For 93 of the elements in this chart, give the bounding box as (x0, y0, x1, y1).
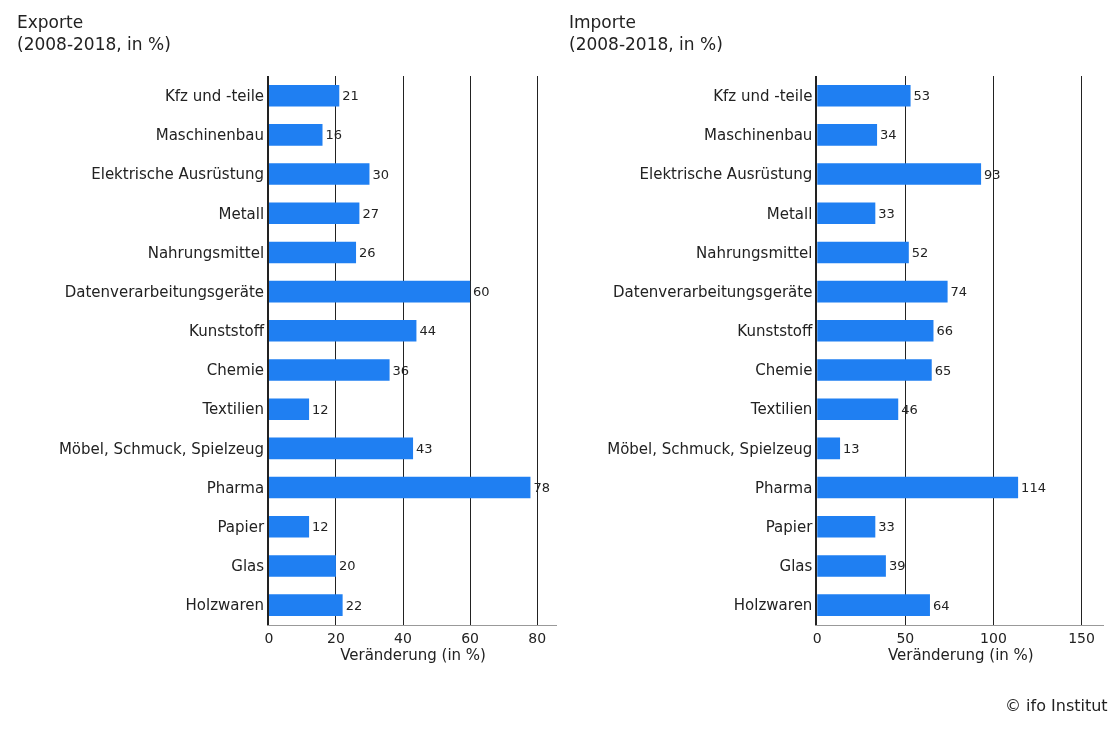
bar (817, 84, 911, 107)
bar (268, 437, 414, 460)
y-tick-label: Datenverarbeitungsgeräte (613, 282, 813, 301)
x-tick-label: 0 (812, 629, 822, 646)
data-label: 74 (950, 284, 968, 300)
x-tick-label: 40 (394, 629, 412, 646)
x-tick-label: 60 (461, 629, 479, 646)
bar (817, 241, 909, 264)
y-tick-label: Kunststoff (189, 322, 265, 341)
bar (817, 476, 1019, 499)
bar (817, 359, 932, 381)
bar (817, 437, 841, 460)
bar (817, 320, 934, 342)
y-tick-label: Metall (218, 204, 265, 223)
data-label: 52 (911, 244, 929, 260)
data-label: 21 (342, 88, 359, 104)
bar (268, 280, 471, 303)
y-tick-label: Möbel, Schmuck, Spielzeug (58, 439, 265, 458)
y-tick-label: Kfz und -teile (164, 86, 265, 105)
x-tick-label: 150 (1068, 629, 1095, 646)
y-tick-label: Maschinenbau (155, 126, 265, 145)
x-tick-label: 50 (896, 629, 915, 646)
bar (268, 398, 310, 420)
text: Exporte (2008-2018, in %) (17, 12, 171, 55)
data-label: 60 (473, 284, 490, 300)
y-tick-label: Pharma (754, 478, 813, 497)
y-tick-label: Metall (766, 204, 813, 223)
data-label: 13 (843, 440, 860, 456)
y-tick-label: Chemie (206, 361, 265, 380)
y-tick-label: Datenverarbeitungsgeräte (64, 282, 265, 301)
bar (268, 555, 336, 577)
data-label: 27 (362, 205, 379, 221)
data-label: 34 (880, 127, 897, 143)
data-label: 44 (419, 323, 436, 339)
y-tick-label: Kunststoff (737, 322, 814, 341)
data-label: 26 (359, 244, 376, 260)
x-tick-label: 0 (264, 629, 274, 646)
bar (817, 398, 899, 420)
bar (268, 163, 370, 185)
y-tick-label: Kfz und -teile (713, 86, 813, 105)
bar (817, 124, 878, 146)
bar (268, 515, 310, 538)
y-tick-label: Glas (231, 557, 265, 576)
data-label: 12 (312, 401, 329, 417)
bar (268, 594, 343, 616)
data-label: 39 (888, 558, 906, 574)
data-label: 20 (338, 558, 356, 574)
data-label: 33 (878, 519, 895, 535)
x-tick-label: 20 (327, 629, 345, 646)
bar (268, 320, 417, 342)
y-tick-label: Papier (765, 518, 814, 537)
text: Importe (2008-2018, in %) (569, 12, 723, 55)
y-tick-label: Pharma (206, 478, 265, 497)
bar (817, 280, 948, 303)
x-axis-title: Veränderung (in %) (887, 645, 1034, 664)
text: © ifo Institut (1005, 696, 1108, 715)
data-label: 33 (878, 205, 895, 221)
bar (268, 476, 531, 499)
data-label: 22 (345, 597, 363, 613)
data-label: 12 (312, 519, 329, 535)
x-axis-title: Veränderung (in %) (340, 645, 486, 664)
y-tick-label: Textilien (201, 400, 265, 419)
y-tick-label: Elektrische Ausrüstung (639, 165, 813, 184)
y-tick-label: Holzwaren (185, 596, 265, 615)
y-tick-label: Papier (217, 518, 265, 537)
data-label: 53 (913, 88, 931, 104)
bar (268, 84, 340, 107)
data-label: 64 (932, 597, 950, 613)
y-tick-label: Möbel, Schmuck, Spielzeug (607, 439, 813, 458)
data-label: 30 (372, 166, 390, 182)
y-tick-label: Holzwaren (733, 596, 813, 615)
bar (817, 555, 886, 577)
bar (817, 515, 876, 538)
y-tick-label: Glas (779, 557, 813, 576)
bar (817, 202, 876, 225)
bar (268, 202, 360, 225)
bar (268, 359, 390, 381)
y-tick-label: Maschinenbau (704, 126, 813, 145)
y-tick-label: Nahrungsmittel (147, 243, 265, 262)
bar (268, 124, 323, 146)
bar (817, 594, 930, 616)
data-label: 43 (416, 440, 433, 456)
data-label: 114 (1021, 480, 1046, 496)
y-tick-label: Textilien (749, 400, 813, 419)
bar (268, 241, 357, 264)
data-label: 65 (934, 362, 952, 378)
y-tick-label: Elektrische Ausrüstung (91, 165, 265, 184)
y-tick-label: Chemie (755, 361, 813, 380)
x-tick-label: 80 (528, 629, 547, 646)
x-tick-label: 100 (980, 629, 1007, 646)
data-label: 66 (936, 323, 954, 339)
y-tick-label: Nahrungsmittel (696, 243, 813, 262)
bar (817, 163, 982, 185)
